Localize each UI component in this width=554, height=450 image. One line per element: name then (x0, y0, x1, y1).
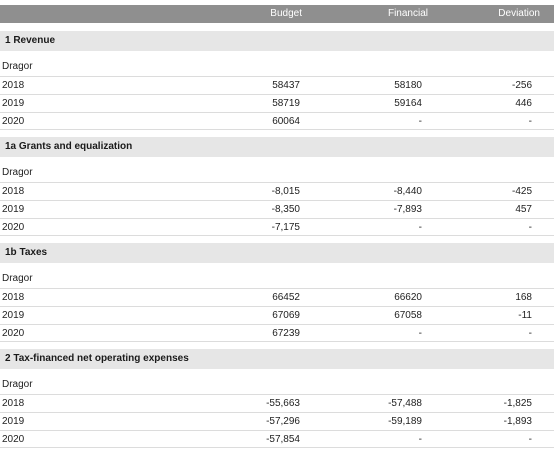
year-cell: 2019 (2, 416, 25, 427)
table-row: 2019 67069 67058 -11 (0, 306, 554, 324)
section-title-text: 2 Tax-financed net operating expenses (5, 353, 189, 364)
table-row: 2018 -55,663 -57,488 -1,825 (0, 394, 554, 412)
deviation-cell: -11 (518, 310, 532, 321)
year-cell: 2020 (2, 222, 25, 233)
section-title-text: 1b Taxes (5, 247, 48, 258)
budget-cell: 67239 (272, 328, 300, 339)
table-row: 2018 66452 66620 168 (0, 288, 554, 306)
budget-cell: -55,663 (266, 398, 300, 409)
year-cell: 2018 (2, 80, 25, 91)
deviation-cell: -1,893 (503, 416, 532, 427)
year-cell: 2018 (2, 398, 25, 409)
financial-cell: 66620 (394, 292, 422, 303)
column-header-financial: Financial (387, 8, 428, 19)
financial-cell: 67058 (394, 310, 422, 321)
budget-cell: 58437 (272, 80, 300, 91)
deviation-cell: - (528, 116, 532, 127)
financial-cell: - (418, 328, 422, 339)
deviation-cell: 446 (515, 98, 532, 109)
financial-cell: - (418, 116, 422, 127)
table-row: 2018 -8,015 -8,440 -425 (0, 182, 554, 200)
budget-cell: 67069 (272, 310, 300, 321)
deviation-cell: - (528, 328, 532, 339)
financial-cell: - (418, 434, 422, 445)
group-label: Dragor (2, 273, 33, 284)
table-row: 2020 60064 - - (0, 112, 554, 130)
section-title: 1 Revenue (0, 31, 554, 51)
year-cell: 2018 (2, 186, 25, 197)
financial-cell: - (418, 222, 422, 233)
section-title: 2 Tax-financed net operating expenses (0, 349, 554, 369)
budget-cell: -57,296 (266, 416, 300, 427)
deviation-cell: 168 (515, 292, 532, 303)
table-header: Budget Financial Deviation (0, 5, 554, 23)
column-header-deviation: Deviation (498, 8, 540, 19)
table-row: 2019 58719 59164 446 (0, 94, 554, 112)
table-row: 2019 -8,350 -7,893 457 (0, 200, 554, 218)
budget-cell: -8,015 (271, 186, 300, 197)
section-title-text: 1a Grants and equalization (5, 141, 133, 152)
financial-cell: 58180 (394, 80, 422, 91)
budget-cell: 58719 (272, 98, 300, 109)
group-label: Dragor (2, 61, 33, 72)
deviation-cell: -256 (511, 80, 532, 91)
deviation-cell: -425 (511, 186, 532, 197)
year-cell: 2019 (2, 310, 25, 321)
budget-cell: -8,350 (271, 204, 300, 215)
financial-cell: 59164 (394, 98, 422, 109)
table-row: 2020 67239 - - (0, 324, 554, 342)
deviation-cell: - (528, 222, 532, 233)
column-header-budget: Budget (270, 8, 302, 19)
budget-cell: -57,854 (266, 434, 300, 445)
year-cell: 2019 (2, 98, 25, 109)
table-row: 2020 -57,854 - - (0, 430, 554, 448)
financial-cell: -59,189 (388, 416, 422, 427)
year-cell: 2020 (2, 116, 25, 127)
year-cell: 2020 (2, 328, 25, 339)
deviation-cell: 457 (515, 204, 532, 215)
budget-cell: 66452 (272, 292, 300, 303)
deviation-cell: - (528, 434, 532, 445)
group-label: Dragor (2, 379, 33, 390)
table-row: 2019 -57,296 -59,189 -1,893 (0, 412, 554, 430)
table-row: 2018 58437 58180 -256 (0, 76, 554, 94)
year-cell: 2020 (2, 434, 25, 445)
table-row: 2020 -7,175 - - (0, 218, 554, 236)
year-cell: 2018 (2, 292, 25, 303)
budget-cell: 60064 (272, 116, 300, 127)
section-title-text: 1 Revenue (5, 35, 56, 46)
deviation-cell: -1,825 (503, 398, 532, 409)
financial-cell: -8,440 (393, 186, 422, 197)
financial-cell: -7,893 (393, 204, 422, 215)
financial-cell: -57,488 (388, 398, 422, 409)
section-title: 1b Taxes (0, 243, 554, 263)
section-title: 1a Grants and equalization (0, 137, 554, 157)
group-label: Dragor (2, 167, 33, 178)
year-cell: 2019 (2, 204, 25, 215)
budget-cell: -7,175 (271, 222, 300, 233)
